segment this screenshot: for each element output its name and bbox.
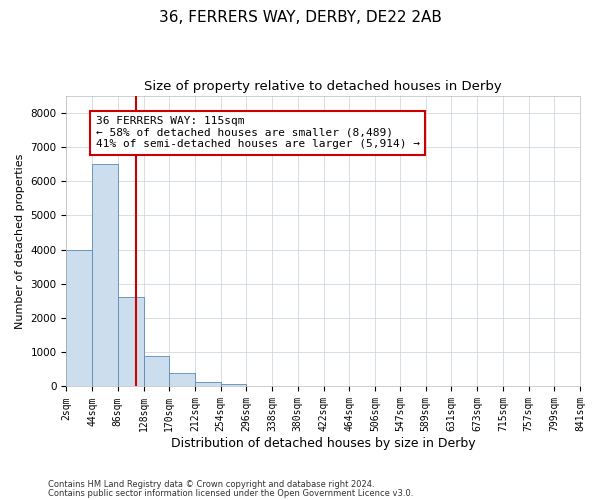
- Bar: [67, 250, 92, 386]
- Bar: [143, 356, 169, 386]
- Title: Size of property relative to detached houses in Derby: Size of property relative to detached ho…: [145, 80, 502, 93]
- Text: 36, FERRERS WAY, DERBY, DE22 2AB: 36, FERRERS WAY, DERBY, DE22 2AB: [158, 10, 442, 25]
- Bar: [118, 298, 143, 386]
- Text: Contains HM Land Registry data © Crown copyright and database right 2024.: Contains HM Land Registry data © Crown c…: [48, 480, 374, 489]
- Text: Contains public sector information licensed under the Open Government Licence v3: Contains public sector information licen…: [48, 488, 413, 498]
- Text: 36 FERRERS WAY: 115sqm
← 58% of detached houses are smaller (8,489)
41% of semi-: 36 FERRERS WAY: 115sqm ← 58% of detached…: [96, 116, 420, 150]
- Bar: [92, 164, 118, 386]
- Bar: [221, 384, 247, 386]
- Y-axis label: Number of detached properties: Number of detached properties: [15, 154, 25, 328]
- Bar: [195, 382, 221, 386]
- Bar: [169, 373, 195, 386]
- X-axis label: Distribution of detached houses by size in Derby: Distribution of detached houses by size …: [171, 437, 476, 450]
